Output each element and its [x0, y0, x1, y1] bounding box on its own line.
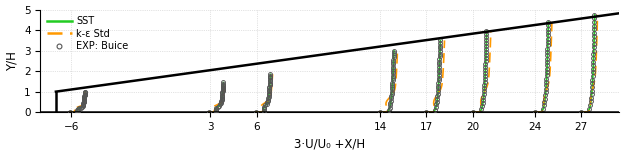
Y-axis label: Y/H: Y/H: [6, 51, 19, 71]
Legend: SST, k-ε Std, EXP: Buice: SST, k-ε Std, EXP: Buice: [46, 14, 131, 53]
X-axis label: 3·U/U₀ +X/H: 3·U/U₀ +X/H: [294, 137, 366, 150]
